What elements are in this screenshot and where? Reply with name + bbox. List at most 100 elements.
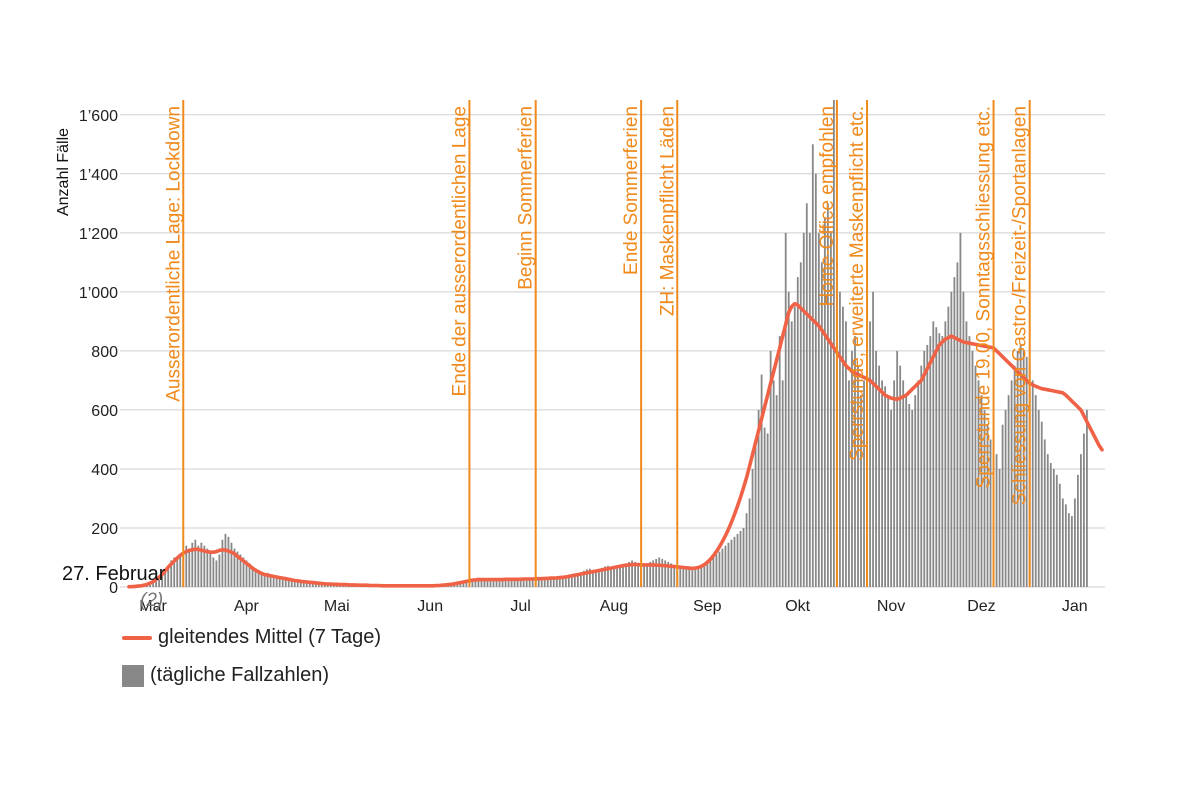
bar-daily-cases (254, 569, 257, 587)
bar-daily-cases (796, 277, 799, 587)
bar-daily-cases (266, 572, 269, 587)
x-tick-label: Jun (417, 598, 443, 615)
bar-daily-cases (691, 568, 694, 587)
bar-daily-cases (302, 581, 305, 587)
event-label: Ende Sommerferien (621, 106, 642, 275)
bar-daily-cases (305, 581, 308, 587)
bar-daily-cases (688, 568, 691, 587)
bar-daily-cases (769, 350, 772, 587)
bar-daily-cases (486, 579, 489, 587)
bar-daily-cases (685, 569, 688, 587)
bar-daily-cases (887, 395, 890, 587)
bar-daily-cases (260, 572, 263, 587)
bar-daily-cases (926, 344, 929, 587)
bar-daily-cases (619, 566, 621, 587)
bar-daily-cases (1007, 395, 1010, 587)
event-label: Beginn Sommerferien (516, 106, 537, 290)
bar-daily-cases (1025, 356, 1028, 587)
bar-daily-cases (760, 374, 763, 587)
y-tick-label: 0 (109, 580, 118, 597)
bar-daily-cases (881, 380, 883, 587)
bar-daily-cases (917, 380, 920, 587)
bar-daily-cases (1022, 350, 1025, 587)
bar-daily-cases (558, 576, 561, 587)
bar-daily-cases (754, 439, 757, 587)
legend-bar-swatch (122, 664, 144, 687)
bar-daily-cases (480, 578, 483, 587)
bar-daily-cases (191, 542, 194, 587)
bar-daily-cases (462, 582, 465, 587)
y-tick-label: 200 (91, 521, 118, 538)
y-tick-label: 600 (91, 403, 118, 420)
bar-daily-cases (772, 380, 775, 587)
bar-daily-cases (152, 583, 155, 587)
bar-daily-cases (1019, 344, 1022, 587)
bar-daily-cases (983, 409, 986, 587)
bar-daily-cases (643, 564, 646, 587)
bar-daily-cases (272, 575, 275, 587)
y-tick-label: 400 (91, 462, 118, 479)
bar-daily-cases (808, 232, 811, 587)
bar-daily-cases (573, 573, 576, 587)
bar-daily-cases (1001, 424, 1004, 587)
bar-daily-cases (655, 558, 658, 587)
bar-daily-cases (242, 557, 245, 587)
bar-daily-cases (507, 578, 510, 587)
bar-daily-cases (730, 539, 733, 587)
bar-daily-cases (775, 395, 778, 587)
y-axis-label: Anzahl Fälle (55, 128, 72, 216)
bar-daily-cases (212, 557, 215, 587)
bar-daily-cases (519, 579, 522, 587)
bar-daily-cases (622, 564, 624, 587)
bar-daily-cases (215, 560, 218, 587)
bar-daily-cases (872, 291, 874, 587)
bar-daily-cases (664, 560, 667, 587)
bar-daily-cases (721, 548, 724, 587)
bar-daily-cases (604, 566, 606, 587)
bar-daily-cases (257, 570, 260, 587)
event-label: Sperrstunde 19.00, Sonntagsschliessung e… (974, 106, 995, 488)
bar-daily-cases (236, 551, 239, 587)
bar-daily-cases (176, 558, 179, 587)
bar-daily-cases (610, 566, 612, 587)
bar-daily-cases (1010, 380, 1013, 587)
bar-daily-cases (893, 380, 896, 587)
bar-daily-cases (155, 581, 158, 587)
bar-daily-cases (763, 427, 766, 587)
event-label: ZH: Maskenpflicht Läden (657, 106, 678, 316)
bar-daily-cases (1016, 350, 1019, 587)
bar-daily-cases (471, 579, 474, 587)
bar-daily-cases (1043, 439, 1046, 587)
x-tick-label: Aug (600, 598, 628, 615)
event-label: Ausserordentliche Lage: Lockdown (163, 106, 184, 402)
legend-label-daily-cases: (tägliche Fallzahlen) (150, 664, 329, 686)
bar-daily-cases (1013, 365, 1016, 587)
bar-daily-cases (851, 350, 853, 587)
bar-daily-cases (998, 468, 1001, 587)
bar-daily-cases (510, 578, 513, 587)
bar-daily-cases (673, 564, 676, 587)
bar-daily-cases (161, 575, 164, 587)
bar-daily-cases (748, 498, 751, 587)
bar-daily-cases (1004, 409, 1007, 587)
bar-daily-cases (820, 262, 823, 587)
bar-daily-cases (974, 365, 977, 587)
bar-daily-cases (935, 327, 938, 587)
bar-daily-cases (682, 567, 685, 587)
bar-daily-cases (923, 350, 926, 587)
bar-daily-cases (845, 321, 847, 587)
bar-daily-cases (896, 350, 899, 587)
legend-line-swatch (122, 635, 152, 640)
bar-daily-cases (1058, 483, 1061, 587)
bar-daily-cases (278, 576, 281, 587)
bar-daily-cases (956, 262, 959, 587)
legend-item-moving-average: gleitendes Mittel (7 Tage) (122, 626, 381, 649)
bar-daily-cases (592, 569, 594, 587)
bar-daily-cases (170, 560, 173, 587)
bar-daily-cases (811, 144, 814, 588)
bar-daily-cases (598, 569, 600, 587)
bar-daily-cases (986, 424, 989, 587)
bar-daily-cases (679, 566, 682, 587)
event-label: Sperrstunde, erweiterte Maskenpflicht et… (847, 106, 868, 461)
